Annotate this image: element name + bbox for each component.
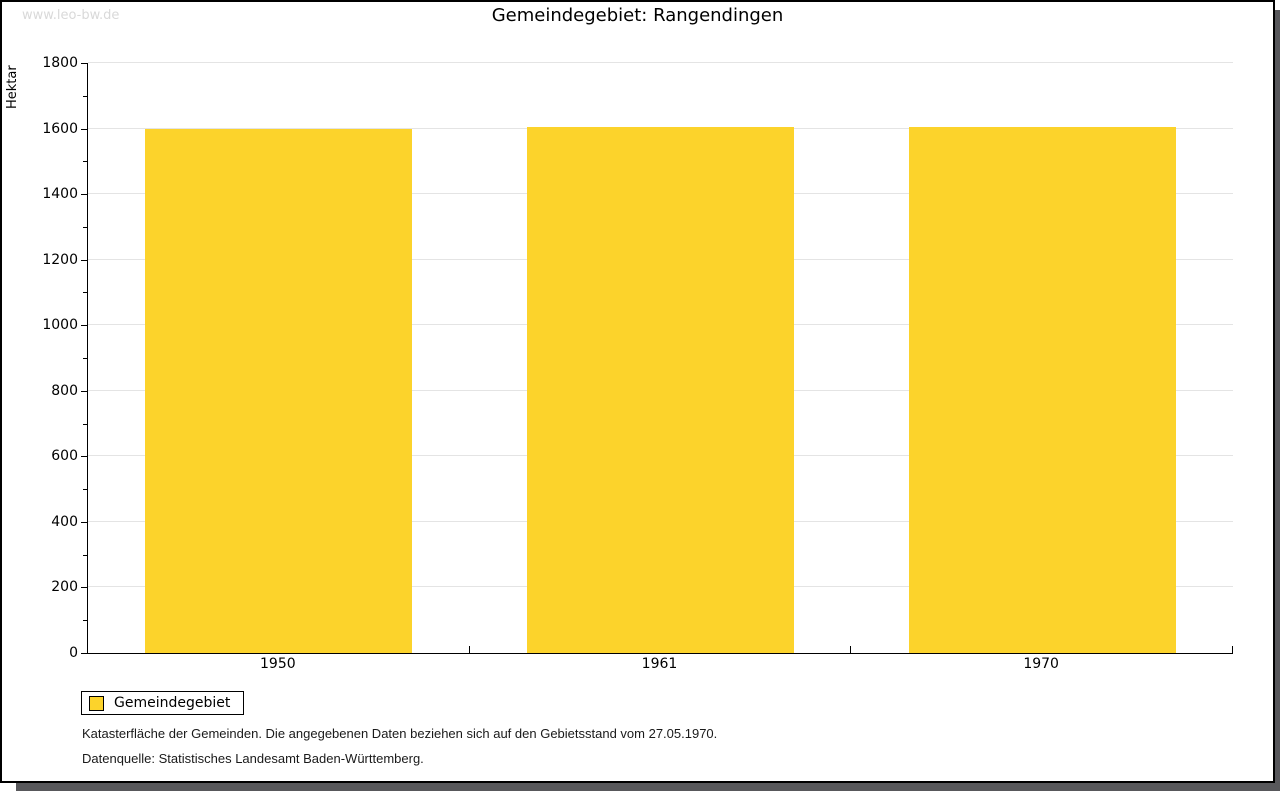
chart-title: Gemeindegebiet: Rangendingen [491, 5, 784, 26]
footnote-line-1: Katasterfläche der Gemeinden. Die angege… [82, 726, 718, 741]
x-tick-label: 1970 [1023, 656, 1059, 672]
y-tick-label: 600 [51, 448, 78, 465]
y-minor-tick [83, 95, 87, 97]
y-major-tick [81, 259, 87, 261]
y-tick-label: 400 [51, 513, 78, 530]
page-shadow-bottom [16, 783, 1280, 791]
y-minor-tick [83, 226, 87, 228]
y-major-tick [81, 390, 87, 392]
y-minor-tick [83, 423, 87, 425]
legend: Gemeindegebiet [81, 691, 245, 715]
footnote-line-2: Datenquelle: Statistisches Landesamt Bad… [82, 751, 424, 766]
x-tick-label: 1961 [641, 656, 678, 672]
watermark-text: www.leo-bw.de [22, 8, 120, 23]
y-minor-tick [83, 489, 87, 491]
y-tick-label: 1400 [42, 186, 78, 203]
y-tick-label: 1200 [42, 251, 78, 268]
gridline [88, 62, 1233, 63]
y-major-tick [81, 63, 87, 64]
page-shadow-right [1275, 10, 1280, 791]
bar-1961 [526, 126, 795, 653]
bar-1970 [908, 126, 1176, 653]
bar-1950 [145, 129, 413, 653]
plot-area [87, 62, 1233, 654]
y-major-tick [81, 521, 87, 523]
y-minor-tick [83, 620, 87, 622]
y-minor-tick [83, 161, 87, 163]
y-major-tick [81, 128, 87, 130]
y-minor-tick [83, 554, 87, 556]
y-tick-label: 800 [51, 382, 78, 399]
legend-color-swatch [89, 695, 104, 711]
y-tick-label: 200 [51, 579, 78, 596]
y-major-tick [81, 653, 87, 654]
y-minor-tick [83, 358, 87, 359]
y-minor-tick [83, 292, 87, 294]
y-major-tick [81, 456, 87, 458]
x-axis-labels: 1950 1961 1970 [87, 656, 1232, 674]
y-tick-label: 1800 [42, 55, 78, 71]
y-major-tick [81, 587, 87, 589]
y-tick-label: 1600 [42, 120, 78, 137]
legend-label: Gemeindegebiet [114, 695, 231, 711]
y-tick-label: 0 [69, 645, 78, 661]
y-major-tick [81, 194, 87, 196]
x-boundary-tick [468, 646, 470, 653]
x-tick-label: 1950 [260, 656, 296, 672]
y-axis: 0 200 400 600 800 1000 1200 1400 1600 1800 [2, 55, 87, 661]
y-major-tick [81, 325, 87, 327]
x-boundary-tick [1232, 646, 1233, 653]
y-tick-label: 1000 [42, 317, 78, 334]
x-boundary-tick [850, 646, 852, 653]
